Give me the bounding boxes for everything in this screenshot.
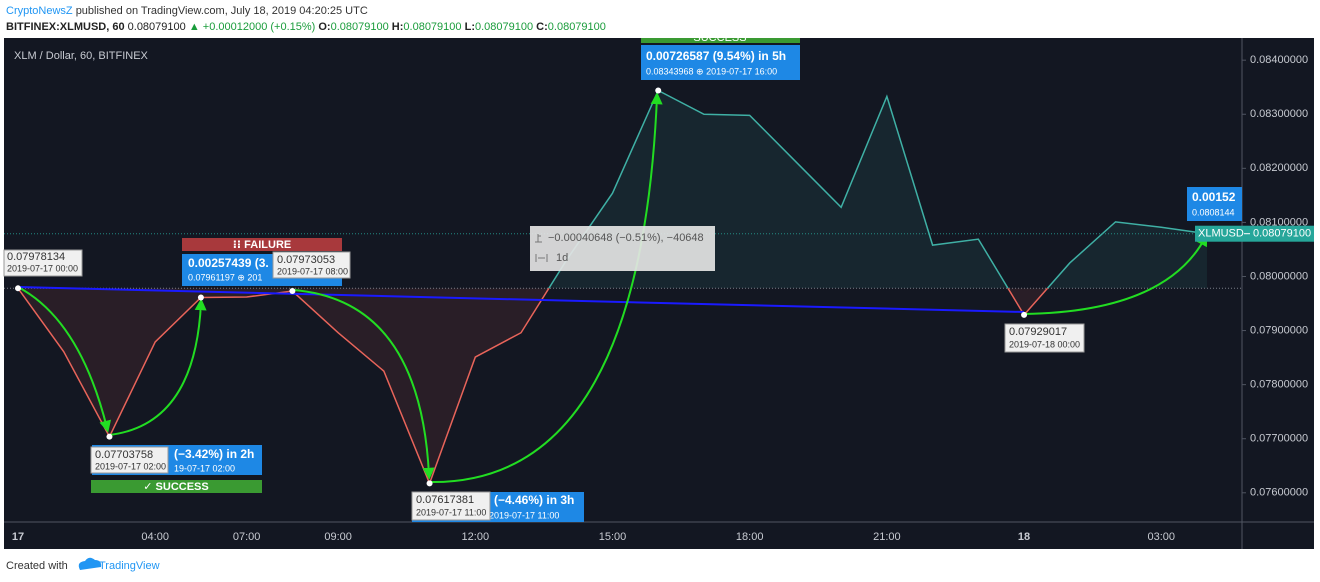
price-label: 0.07978134: [7, 251, 65, 263]
point-marker: [106, 433, 113, 440]
h-label: H:: [392, 21, 404, 33]
price-label: 0.07973053: [277, 254, 335, 266]
label-box: [90, 446, 169, 474]
price-label: 0.07617381: [416, 494, 474, 506]
date-label: 19-07-17 02:00: [174, 463, 235, 473]
point-marker: [426, 480, 433, 487]
change-label: (−3.42%) in 2h: [174, 447, 254, 461]
detail-label: 0.08343968 ⊕ 2019-07-17 16:00: [646, 66, 777, 76]
status: SUCCESS: [693, 32, 746, 44]
point-marker: [15, 285, 21, 292]
line: [18, 89, 1208, 289]
status-bar: [91, 480, 262, 493]
published: published on TradingView.com, July 18, 2…: [76, 5, 368, 17]
x-tick-label: 18: [1018, 531, 1030, 543]
change-label: 0.00726587 (9.54%) in 5h: [646, 49, 786, 63]
arrow: [429, 92, 663, 484]
date-label: 2019-07-17 11:00: [489, 510, 559, 520]
price: 0.08079100: [128, 21, 186, 33]
status-bar: [182, 238, 342, 251]
tradingview-logo: [78, 557, 102, 570]
date-label: 2019-07-18 00:00: [1009, 339, 1080, 349]
x-tick-label: 07:00: [233, 531, 261, 543]
header-line-1: CryptoNewsZ published on TradingView.com…: [6, 5, 368, 17]
annotations: 0.07978134 2019-07-17 00:00 ✓ SUCCESS (−…: [3, 32, 1314, 522]
x-tick-label: 04:00: [141, 531, 169, 543]
footer-brand[interactable]: TradingView: [99, 560, 160, 572]
y-tick-label: 0.07900000: [1250, 324, 1308, 336]
arrow: [292, 289, 435, 480]
price-label: 0.07703758: [95, 449, 153, 461]
o-label: O:: [318, 21, 330, 33]
price-label: 0.07929017: [1009, 326, 1067, 338]
change-box: [641, 45, 800, 80]
point-marker: [289, 288, 296, 295]
date-label: 2019-07-17 00:00: [7, 263, 78, 273]
c-label: C:: [536, 21, 548, 33]
y-tick-label: 0.08000000: [1250, 270, 1308, 282]
label-box: [1004, 323, 1085, 353]
label-box: [411, 491, 491, 521]
h: 0.08079100: [403, 21, 461, 33]
y-tick-label: 0.07800000: [1250, 379, 1308, 391]
line: [17, 288, 1049, 486]
status: ⁝⁝ FAILURE: [233, 239, 291, 251]
change-label: (−4.46%) in 3h: [494, 493, 574, 507]
area: [18, 288, 1207, 484]
arrow: [1023, 233, 1208, 315]
x-tick-label: 12:00: [462, 531, 490, 543]
header-line-2: BITFINEX:XLMUSD, 60 0.08079100 ▲ +0.0001…: [6, 21, 606, 33]
measure-range: 1d: [556, 252, 568, 264]
change-label: 0.00152: [1192, 190, 1236, 204]
status-bar: [641, 38, 800, 43]
detail-label: 0.0808144: [1192, 207, 1235, 217]
x-tick-label: 03:00: [1147, 531, 1175, 543]
measure-icon: [535, 234, 542, 243]
o: 0.08079100: [331, 21, 389, 33]
change-label: 0.00257439 (3.: [188, 256, 269, 270]
x-tick-label: 15:00: [599, 531, 627, 543]
x-tick-label: 18:00: [736, 531, 764, 543]
date-label: 2019-07-17 02:00: [95, 461, 166, 471]
date-label: 2019-07-17 08:00: [277, 266, 348, 276]
measure-box: [530, 226, 715, 271]
footer-created: Created with: [6, 560, 68, 572]
y-tick-label: 0.08200000: [1250, 162, 1308, 174]
arrow: [108, 298, 207, 436]
x-tick-label: 21:00: [873, 531, 901, 543]
y-tick-label: 0.08300000: [1250, 108, 1308, 120]
range-icon: [535, 254, 548, 262]
label-box: [3, 249, 83, 277]
date-label: 2019-07-17 11:00: [416, 507, 486, 517]
y-tick-label: 0.07700000: [1250, 433, 1308, 445]
y-tick-label: 0.07600000: [1250, 487, 1308, 499]
symbol: BITFINEX:XLMUSD, 60: [6, 21, 125, 33]
detail-label: 0.07961197 ⊕ 201: [188, 272, 262, 282]
y-tick-label: 0.08100000: [1250, 216, 1308, 228]
point-marker: [1021, 311, 1028, 318]
author[interactable]: CryptoNewsZ: [6, 5, 73, 17]
point-marker: [655, 87, 662, 94]
arrow: [17, 286, 112, 433]
last-price-name: XLMUSD: [1198, 228, 1244, 240]
label-box: [272, 251, 351, 279]
change-box: [1187, 187, 1242, 221]
chart-title: XLM / Dollar, 60, BITFINEX: [14, 50, 149, 62]
trendline: [17, 286, 1025, 313]
change: ▲ +0.00012000 (+0.15%): [189, 21, 315, 33]
point-marker: [197, 294, 204, 301]
y-tick-label: 0.08400000: [1250, 54, 1308, 66]
l: 0.08079100: [475, 21, 533, 33]
x-tick-label: 17: [12, 531, 24, 543]
measure-change: −0.00040648 (−0.51%), −40648: [548, 232, 704, 244]
c: 0.08079100: [548, 21, 606, 33]
status: ✓ SUCCESS: [143, 481, 208, 493]
l-label: L:: [465, 21, 475, 33]
last-price-label: 0.08079100: [1253, 228, 1311, 240]
x-tick-label: 09:00: [324, 531, 352, 543]
last-price-box: [1195, 225, 1314, 242]
